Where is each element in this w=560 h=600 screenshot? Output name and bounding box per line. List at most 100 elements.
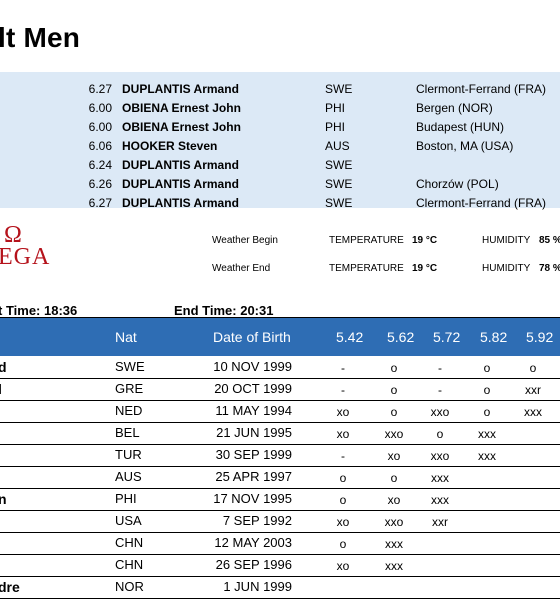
- record-row: 6.27 DUPLANTIS Armand SWE Clermont-Ferrand …: [0, 80, 560, 99]
- weather-end-temp: 19 °C: [412, 263, 438, 274]
- attempt-result: o: [390, 405, 398, 419]
- record-athlete: DUPLANTIS Armand: [122, 196, 239, 210]
- table-row: CHN 12 MAY 2003 o xxx: [0, 532, 560, 555]
- header-height-1: 5.42: [336, 329, 364, 345]
- record-venue: Boston, MA (USA): [416, 139, 514, 153]
- record-nat: AUS: [325, 139, 350, 153]
- record-venue: Budapest (HUN): [416, 120, 505, 134]
- athlete-dob: 21 JUN 1995: [216, 425, 292, 440]
- record-row: 6.00 OBIENA Ernest John PHI Bergen (NOR): [0, 99, 560, 118]
- attempt-result: xo: [336, 427, 350, 441]
- table-row: USA 7 SEP 1992 xo xxo xxr: [0, 510, 560, 533]
- attempt-result: o: [529, 361, 537, 375]
- omega-logo-symbol: Ω: [4, 222, 23, 248]
- athlete-dob: 12 MAY 2003: [214, 535, 292, 550]
- weather-end-label: Weather End: [212, 263, 271, 274]
- attempt-result: o: [339, 537, 347, 551]
- athlete-dob: 30 SEP 1999: [215, 447, 292, 462]
- attempt-result: o: [390, 383, 398, 397]
- record-mark: 6.00: [88, 101, 112, 115]
- athlete-nat: CHN: [115, 535, 144, 550]
- record-nat: SWE: [325, 82, 353, 96]
- attempt-result: xxo: [430, 449, 450, 463]
- record-nat: PHI: [325, 120, 346, 134]
- record-mark: 6.27: [88, 82, 112, 96]
- attempt-result: xo: [336, 559, 350, 573]
- record-mark: 6.26: [88, 177, 112, 191]
- table-row: d SWE 10 NOV 1999 - o - o o: [0, 356, 560, 379]
- header-nat: Nat: [115, 329, 137, 345]
- attempt-result: xxr: [432, 515, 448, 529]
- athlete-dob: 20 OCT 1999: [214, 381, 292, 396]
- attempt-result: xo: [336, 515, 350, 529]
- athlete-name: dre: [0, 579, 20, 595]
- record-athlete: HOOKER Steven: [122, 139, 218, 153]
- attempt-result: xxx: [385, 559, 403, 573]
- record-nat: PHI: [325, 101, 346, 115]
- divider: [0, 317, 560, 318]
- record-athlete: DUPLANTIS Armand: [122, 158, 239, 172]
- table-row: dre NOR 1 JUN 1999: [0, 576, 560, 599]
- athlete-nat: BEL: [115, 425, 140, 440]
- athlete-name: n: [0, 491, 7, 507]
- record-nat: SWE: [325, 177, 353, 191]
- record-venue: Clermont-Ferrand (FRA): [416, 82, 547, 96]
- records-panel: 6.27 DUPLANTIS Armand SWE Clermont-Ferrand …: [0, 72, 560, 210]
- record-row: 6.26 DUPLANTIS Armand SWE Chorzów (POL): [0, 175, 560, 194]
- record-athlete: OBIENA Ernest John: [122, 101, 241, 115]
- athlete-dob: 1 JUN 1999: [223, 579, 292, 594]
- record-row: 6.27 DUPLANTIS Armand SWE Clermont-Ferrand …: [0, 194, 560, 213]
- omega-logo-text: EGA: [0, 244, 51, 270]
- record-venue: Clermont-Ferrand (FRA): [416, 196, 547, 210]
- record-mark: 6.00: [88, 120, 112, 134]
- table-row: TUR 30 SEP 1999 - xo xxo xxx: [0, 444, 560, 467]
- athlete-name: d: [0, 359, 7, 375]
- attempt-result: o: [483, 383, 491, 397]
- athlete-nat: NED: [115, 403, 143, 418]
- attempt-result: xxr: [525, 383, 541, 397]
- header-height-2: 5.62: [387, 329, 415, 345]
- record-row: 6.24 DUPLANTIS Armand SWE: [0, 156, 560, 175]
- omega-logo: Ω EGA: [0, 222, 51, 270]
- attempt-result: xxx: [431, 493, 449, 507]
- athlete-dob: 17 NOV 1995: [213, 491, 292, 506]
- weather-begin-label: Weather Begin: [212, 235, 278, 246]
- attempt-result: xo: [387, 449, 401, 463]
- record-mark: 6.24: [88, 158, 112, 172]
- athlete-nat: SWE: [115, 359, 145, 374]
- attempt-result: -: [438, 361, 442, 375]
- table-row: n PHI 17 NOV 1995 o xo xxx: [0, 488, 560, 511]
- record-venue: Chorzów (POL): [416, 177, 499, 191]
- athlete-dob: 10 NOV 1999: [213, 359, 292, 374]
- athlete-nat: PHI: [115, 491, 137, 506]
- attempt-result: o: [483, 405, 491, 419]
- athlete-name: l: [0, 381, 2, 397]
- table-row: l GRE 20 OCT 1999 - o - o xxr: [0, 378, 560, 401]
- athlete-nat: GRE: [115, 381, 144, 396]
- athlete-nat: CHN: [115, 557, 144, 572]
- weather-begin-hum-label: HUMIDITY: [482, 235, 531, 246]
- attempt-result: xxo: [384, 515, 404, 529]
- table-row: CHN 26 SEP 1996 xo xxx: [0, 554, 560, 577]
- attempt-result: o: [339, 493, 347, 507]
- record-nat: SWE: [325, 196, 353, 210]
- athlete-dob: 26 SEP 1996: [215, 557, 292, 572]
- record-nat: SWE: [325, 158, 353, 172]
- attempt-result: xxo: [430, 405, 450, 419]
- attempt-result: o: [390, 361, 398, 375]
- athlete-nat: USA: [115, 513, 142, 528]
- weather-end-temp-label: TEMPERATURE: [329, 263, 404, 274]
- attempt-result: xxx: [524, 405, 542, 419]
- end-time: End Time: 20:31: [174, 303, 274, 318]
- athlete-nat: NOR: [115, 579, 144, 594]
- record-athlete: DUPLANTIS Armand: [122, 177, 239, 191]
- weather-end-hum-label: HUMIDITY: [482, 263, 531, 274]
- attempt-result: -: [341, 383, 345, 397]
- header-dob: Date of Birth: [213, 329, 291, 345]
- page-title: lt Men: [0, 22, 81, 53]
- header-height-5: 5.92: [526, 329, 554, 345]
- weather-begin-hum: 85 %: [539, 235, 560, 246]
- attempt-result: xxx: [478, 449, 496, 463]
- table-row: AUS 25 APR 1997 o o xxx: [0, 466, 560, 489]
- attempt-result: xo: [336, 405, 350, 419]
